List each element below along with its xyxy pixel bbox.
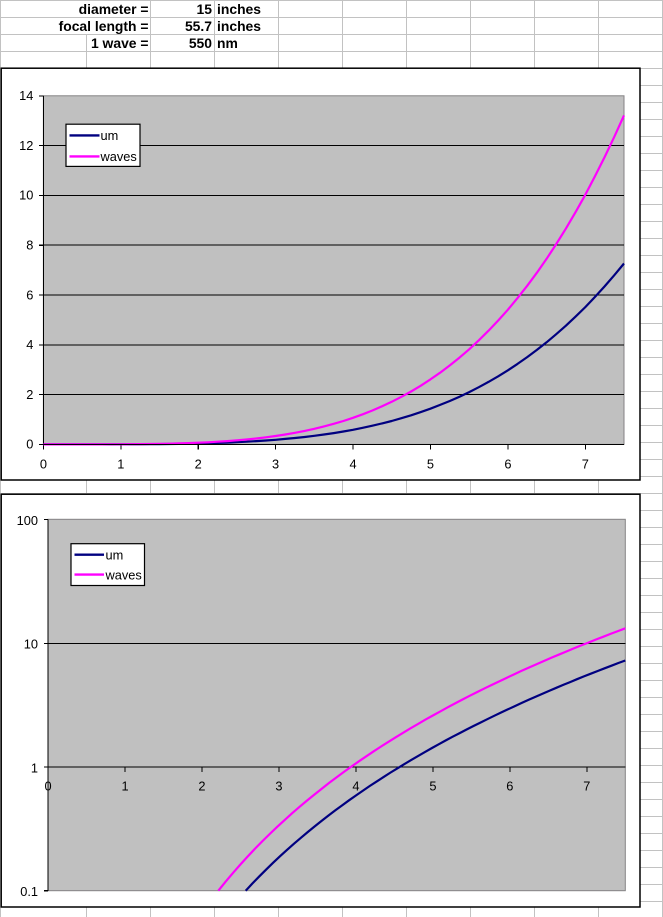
svg-text:waves: waves (105, 567, 142, 582)
svg-text:6: 6 (26, 287, 33, 302)
svg-text:7: 7 (583, 779, 590, 794)
svg-text:2: 2 (198, 779, 205, 794)
svg-text:14: 14 (19, 88, 33, 103)
svg-text:5: 5 (429, 779, 436, 794)
svg-text:10: 10 (19, 188, 33, 203)
svg-text:2: 2 (195, 457, 202, 472)
svg-text:waves: waves (100, 149, 137, 164)
svg-text:3: 3 (275, 779, 282, 794)
svg-text:5: 5 (427, 457, 434, 472)
svg-text:4: 4 (26, 337, 33, 352)
svg-text:um: um (106, 547, 124, 562)
svg-text:1: 1 (117, 457, 124, 472)
svg-text:7: 7 (582, 457, 589, 472)
svg-text:um: um (101, 128, 119, 143)
svg-text:0: 0 (26, 437, 33, 452)
svg-text:1: 1 (121, 779, 128, 794)
svg-text:0.1: 0.1 (20, 884, 38, 899)
svg-text:6: 6 (504, 457, 511, 472)
svg-text:12: 12 (19, 138, 33, 153)
svg-text:1: 1 (31, 760, 38, 775)
svg-text:8: 8 (26, 238, 33, 253)
svg-text:4: 4 (352, 779, 359, 794)
svg-text:6: 6 (506, 779, 513, 794)
svg-text:2: 2 (26, 387, 33, 402)
svg-text:3: 3 (272, 457, 279, 472)
svg-text:10: 10 (24, 637, 38, 652)
svg-text:0: 0 (40, 457, 47, 472)
svg-text:0: 0 (44, 779, 51, 794)
svg-text:100: 100 (17, 513, 38, 528)
svg-text:4: 4 (349, 457, 356, 472)
